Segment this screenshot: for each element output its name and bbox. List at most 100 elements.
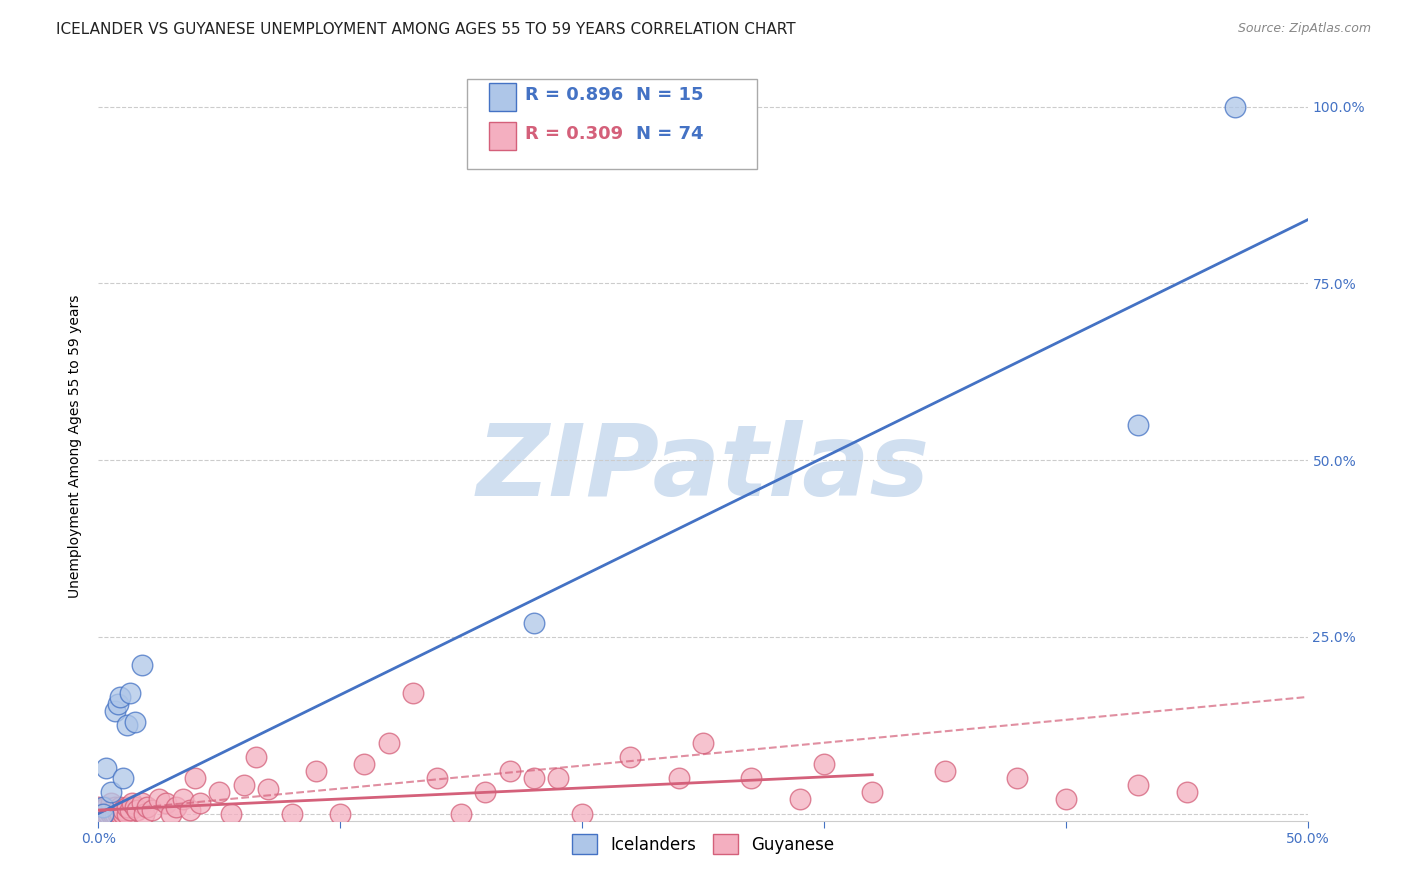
Point — [165, 799, 187, 814]
Point — [155, 796, 177, 810]
Point — [377, 736, 399, 750]
Point — [100, 806, 122, 821]
Point — [134, 806, 156, 821]
Point — [221, 806, 243, 821]
Point — [107, 806, 129, 821]
Point — [107, 803, 129, 817]
Point — [87, 803, 110, 817]
Point — [523, 771, 546, 785]
Point — [740, 771, 762, 785]
Point — [1007, 771, 1029, 785]
Point — [172, 792, 194, 806]
Point — [148, 792, 170, 806]
FancyBboxPatch shape — [489, 121, 516, 150]
Point — [91, 799, 114, 814]
Text: N = 15: N = 15 — [637, 87, 704, 104]
Point — [91, 806, 114, 821]
Point — [131, 796, 153, 810]
Point — [208, 785, 231, 799]
Point — [104, 704, 127, 718]
Point — [94, 806, 117, 821]
Point — [245, 750, 267, 764]
Point — [87, 799, 110, 814]
Point — [127, 803, 149, 817]
Point — [426, 771, 449, 785]
Point — [91, 803, 114, 817]
Text: ICELANDER VS GUYANESE UNEMPLOYMENT AMONG AGES 55 TO 59 YEARS CORRELATION CHART: ICELANDER VS GUYANESE UNEMPLOYMENT AMONG… — [56, 22, 796, 37]
Point — [118, 803, 141, 817]
Point — [498, 764, 520, 779]
Point — [107, 697, 129, 711]
Point — [121, 796, 143, 810]
Point — [94, 799, 117, 814]
Point — [135, 799, 157, 814]
FancyBboxPatch shape — [489, 83, 516, 112]
Point — [256, 781, 278, 796]
Point — [111, 771, 134, 785]
Point — [789, 792, 811, 806]
Text: R = 0.896: R = 0.896 — [526, 87, 623, 104]
Point — [1175, 785, 1198, 799]
Point — [160, 806, 183, 821]
Point — [1223, 100, 1246, 114]
Point — [87, 803, 110, 817]
Point — [619, 750, 641, 764]
Point — [90, 803, 112, 817]
Point — [91, 806, 114, 821]
Point — [97, 803, 120, 817]
Point — [571, 806, 593, 821]
Point — [117, 718, 139, 732]
Point — [118, 686, 141, 700]
Point — [1054, 792, 1077, 806]
Legend: Icelanders, Guyanese: Icelanders, Guyanese — [565, 828, 841, 861]
Point — [188, 796, 211, 810]
Point — [860, 785, 883, 799]
Point — [1128, 778, 1150, 792]
Point — [108, 799, 131, 814]
Point — [100, 803, 122, 817]
Point — [104, 799, 127, 814]
Point — [131, 658, 153, 673]
Point — [97, 806, 120, 821]
Point — [692, 736, 714, 750]
Point — [117, 799, 139, 814]
Point — [184, 771, 207, 785]
Point — [111, 806, 134, 821]
Point — [87, 806, 110, 821]
Point — [111, 803, 134, 817]
Point — [523, 615, 546, 630]
Text: Source: ZipAtlas.com: Source: ZipAtlas.com — [1237, 22, 1371, 36]
Point — [94, 761, 117, 775]
Point — [100, 796, 122, 810]
Point — [281, 806, 304, 821]
Point — [179, 803, 201, 817]
Text: R = 0.309: R = 0.309 — [526, 125, 623, 143]
Point — [450, 806, 472, 821]
Y-axis label: Unemployment Among Ages 55 to 59 years: Unemployment Among Ages 55 to 59 years — [69, 294, 83, 598]
Point — [353, 757, 375, 772]
Point — [547, 771, 569, 785]
Point — [232, 778, 254, 792]
Point — [668, 771, 690, 785]
Point — [141, 803, 163, 817]
Point — [101, 806, 124, 821]
Point — [934, 764, 956, 779]
Point — [100, 785, 122, 799]
Point — [305, 764, 328, 779]
FancyBboxPatch shape — [467, 78, 758, 169]
Point — [813, 757, 835, 772]
Point — [104, 806, 127, 821]
Point — [124, 799, 146, 814]
Point — [87, 806, 110, 821]
Point — [90, 806, 112, 821]
Point — [117, 806, 139, 821]
Point — [124, 714, 146, 729]
Point — [1128, 417, 1150, 432]
Point — [474, 785, 496, 799]
Text: N = 74: N = 74 — [637, 125, 704, 143]
Point — [87, 806, 110, 821]
Point — [402, 686, 425, 700]
Point — [329, 806, 352, 821]
Point — [108, 806, 131, 821]
Point — [108, 690, 131, 704]
